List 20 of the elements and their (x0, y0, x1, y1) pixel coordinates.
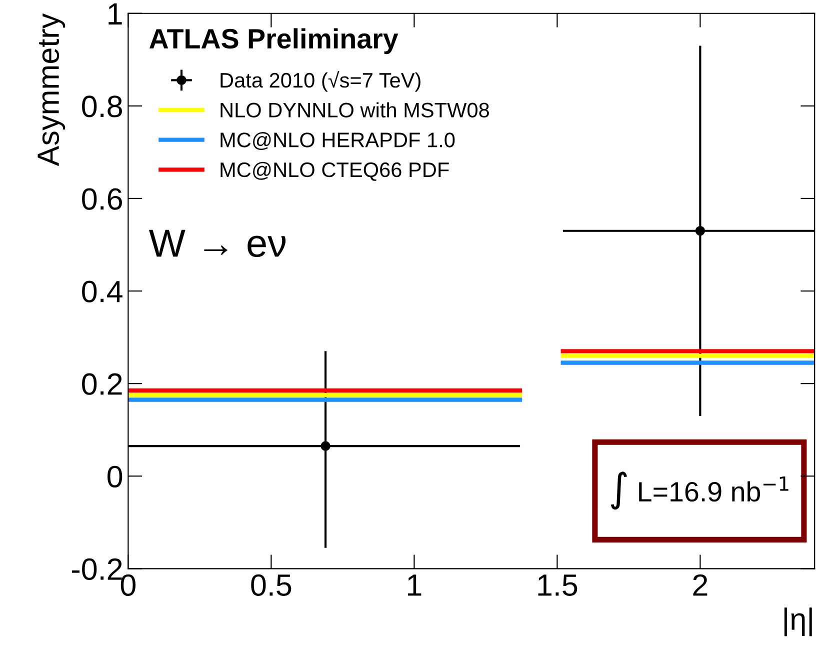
x-tick-label: 1.5 (538, 574, 578, 596)
y-tick-label: 0.2 (82, 373, 122, 395)
annotation: W → eν (148, 230, 286, 258)
y-tick-label: -0.2 (72, 558, 122, 580)
x-axis-title: |η| (784, 608, 812, 636)
y-axis-title: Asymmetry (38, 13, 66, 166)
y-tick-label: 0.6 (82, 188, 122, 210)
y-tick-label: 1 (108, 3, 122, 24)
annotation: ∫ L=16.9 nb$^{−1}$ (610, 472, 788, 510)
legend-label: NLO DYNNLO with MSTW08 (220, 102, 489, 118)
x-tick-label: 2 (693, 574, 708, 596)
annotation: ATLAS Preliminary (149, 28, 398, 54)
x-tick-label: 0.5 (251, 574, 292, 596)
legend-label: MC@NLO CTEQ66 PDF (220, 162, 449, 181)
y-tick-label: 0 (108, 466, 122, 488)
legend-label: Data 2010 (√s=7 TeV) (220, 70, 420, 92)
legend-label: MC@NLO HERAPDF 1.0 (220, 132, 455, 150)
x-tick-label: 1 (408, 574, 422, 596)
y-tick-label: 0.8 (82, 96, 122, 118)
y-tick-label: 0.4 (82, 280, 122, 302)
